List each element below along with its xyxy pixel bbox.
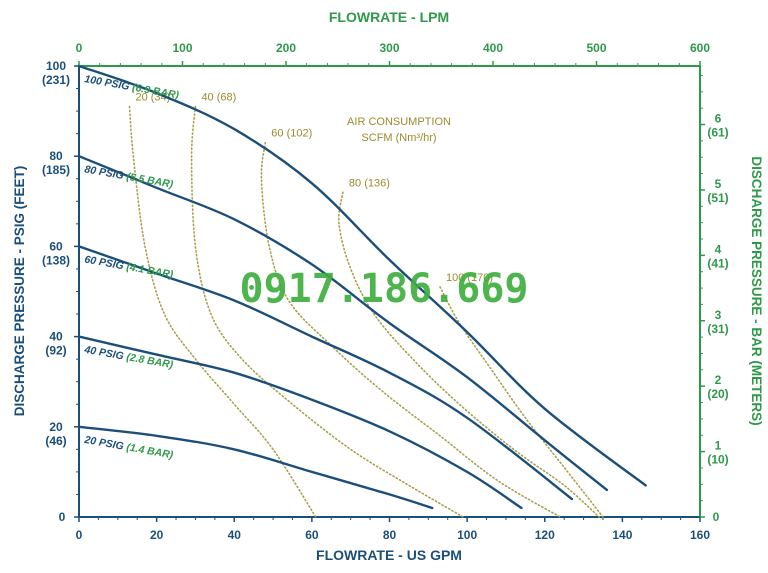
y2-tick-sublabel: (61) bbox=[707, 126, 728, 140]
air-consumption-line bbox=[190, 105, 464, 518]
y-tick-sublabel: (46) bbox=[45, 434, 66, 448]
y2-axis-title: DISCHARGE PRESSURE - BAR (METERS) bbox=[749, 156, 764, 425]
performance-curve bbox=[77, 64, 647, 487]
y2-tick-sublabel: (31) bbox=[707, 322, 728, 336]
air-consumption-label: 100 (170) bbox=[446, 272, 493, 284]
air-consumption-title: AIR CONSUMPTION bbox=[347, 116, 451, 128]
x-tick-label: 120 bbox=[535, 528, 555, 542]
x2-tick-label: 0 bbox=[76, 41, 83, 55]
y2-tick-label: 3 bbox=[715, 308, 722, 322]
y2-tick-sublabel: (51) bbox=[707, 191, 728, 205]
x-tick-label: 40 bbox=[228, 528, 242, 542]
air-consumption-label: 40 (68) bbox=[201, 92, 236, 104]
air-consumption-line bbox=[260, 141, 562, 518]
x-tick-label: 60 bbox=[305, 528, 319, 542]
air-consumption-line bbox=[128, 105, 317, 518]
performance-curve bbox=[77, 335, 523, 510]
y2-tick-label: 0 bbox=[713, 510, 720, 524]
curve-label-psig: 60 PSIG bbox=[83, 254, 127, 273]
x2-axis-title: FLOWRATE - LPM bbox=[329, 9, 449, 25]
curve-label-psig: 100 PSIG bbox=[83, 73, 133, 93]
y-tick-label: 100 bbox=[46, 59, 66, 73]
curve-label: 80 PSIG (5.5 BAR) bbox=[83, 163, 174, 191]
curve-label-psig: 20 PSIG bbox=[82, 434, 127, 453]
y-tick-label: 20 bbox=[49, 420, 63, 434]
performance-curve bbox=[77, 245, 574, 501]
x-axis-title: FLOWRATE - US GPM bbox=[316, 547, 462, 563]
curve-label-bar: (2.8 BAR) bbox=[125, 351, 174, 371]
x2-tick-label: 500 bbox=[586, 41, 606, 55]
x2-tick-label: 600 bbox=[690, 41, 710, 55]
x-tick-label: 20 bbox=[150, 528, 164, 542]
y-tick-sublabel: (185) bbox=[42, 163, 70, 177]
y-tick-label: 0 bbox=[59, 510, 66, 524]
curve-label: 20 PSIG (1.4 BAR) bbox=[82, 434, 174, 462]
air-consumption-subtitle: SCFM (Nm³/hr) bbox=[361, 132, 436, 144]
air-consumption-label: 80 (136) bbox=[349, 177, 390, 189]
curve-label-bar: (5.5 BAR) bbox=[125, 171, 174, 191]
y2-tick-sublabel: (10) bbox=[707, 453, 728, 467]
y2-tick-label: 5 bbox=[715, 177, 722, 191]
y-tick-label: 80 bbox=[49, 149, 63, 163]
curve-label: 100 PSIG (6.9 BAR) bbox=[83, 73, 180, 102]
curve-label: 60 PSIG (4.1 BAR) bbox=[83, 254, 174, 282]
x-tick-label: 100 bbox=[457, 528, 477, 542]
y2-tick-sublabel: (41) bbox=[707, 256, 728, 270]
y-tick-sublabel: (231) bbox=[42, 73, 70, 87]
y2-tick-sublabel: (20) bbox=[707, 387, 728, 401]
x-tick-label: 160 bbox=[690, 528, 710, 542]
y-tick-sublabel: (138) bbox=[42, 253, 70, 267]
x2-tick-label: 200 bbox=[276, 41, 296, 55]
air-consumption-line bbox=[439, 286, 604, 518]
performance-curve bbox=[77, 425, 434, 510]
x-tick-label: 0 bbox=[76, 528, 83, 542]
y-tick-label: 60 bbox=[49, 239, 63, 253]
curve-label-bar: (4.1 BAR) bbox=[125, 261, 174, 281]
air-consumption-line bbox=[337, 191, 600, 518]
x-tick-label: 140 bbox=[612, 528, 632, 542]
y2-tick-label: 4 bbox=[715, 242, 722, 256]
x2-tick-label: 100 bbox=[172, 41, 192, 55]
phone-watermark: 0917.186.669 bbox=[240, 266, 529, 312]
curve-label-psig: 80 PSIG bbox=[83, 163, 127, 182]
y2-tick-label: 6 bbox=[715, 112, 722, 126]
x-tick-label: 80 bbox=[383, 528, 397, 542]
x2-tick-label: 300 bbox=[379, 41, 399, 55]
y2-tick-label: 2 bbox=[715, 373, 722, 387]
performance-curve bbox=[77, 155, 609, 492]
y-tick-sublabel: (92) bbox=[45, 344, 66, 358]
air-consumption-label: 60 (102) bbox=[271, 128, 312, 140]
x2-tick-label: 400 bbox=[483, 41, 503, 55]
y-tick-label: 40 bbox=[49, 330, 63, 344]
y2-tick-label: 1 bbox=[715, 439, 722, 453]
y-axis-title: DISCHARGE PRESSURE - PSIG (FEET) bbox=[12, 166, 27, 417]
curve-label-bar: (1.4 BAR) bbox=[125, 441, 174, 461]
